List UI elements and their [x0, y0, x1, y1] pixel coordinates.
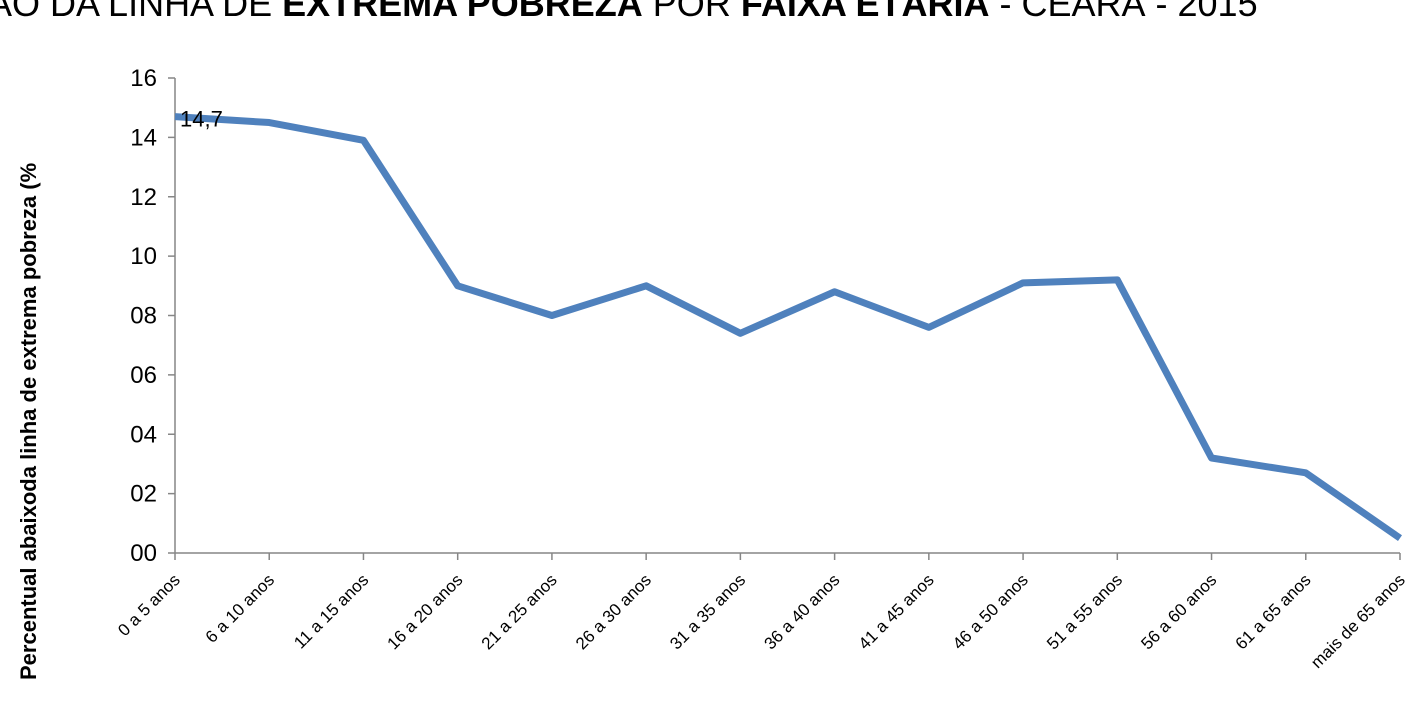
- y-tick-label: 08: [130, 303, 157, 330]
- y-tick-label: 16: [130, 65, 157, 92]
- x-tick-label: 21 a 25 anos: [478, 570, 561, 653]
- title-part: - CEARÁ - 2015: [990, 0, 1258, 24]
- y-tick-label: 00: [130, 540, 157, 567]
- x-tick-label: 6 a 10 anos: [202, 570, 278, 646]
- y-axis-label: Percentual abaixoda linha de extrema pob…: [16, 163, 41, 680]
- x-tick-label: 31 a 35 anos: [666, 570, 749, 653]
- y-tick-label: 12: [130, 184, 157, 211]
- x-tick-label: 0 a 5 anos: [114, 570, 184, 640]
- x-tick-label: 11 a 15 anos: [290, 570, 372, 652]
- y-tick-label: 10: [130, 243, 157, 270]
- x-tick-label: 16 a 20 anos: [384, 570, 467, 653]
- title-part: ÃO DA LINHA DE: [0, 0, 282, 24]
- title-part: POR: [643, 0, 741, 24]
- x-tick-label: 36 a 40 anos: [760, 570, 843, 653]
- x-tick-label: 41 a 45 anos: [855, 570, 938, 653]
- x-tick-label: 46 a 50 anos: [949, 570, 1032, 653]
- data-label: 14,7: [180, 107, 223, 132]
- x-tick-label: 26 a 30 anos: [572, 570, 655, 653]
- y-tick-label: 14: [130, 124, 157, 151]
- y-tick-label: 02: [130, 481, 157, 508]
- series-line: [174, 113, 1402, 542]
- x-tick-label: 51 a 55 anos: [1043, 570, 1126, 653]
- title-part: FAIXA ETÁRIA: [741, 0, 990, 24]
- x-tick-label: 56 a 60 anos: [1137, 570, 1220, 653]
- title-part: EXTREMA POBREZA: [282, 0, 643, 24]
- y-tick-label: 04: [130, 421, 157, 448]
- x-tick-label: mais de 65 anos: [1307, 570, 1409, 672]
- chart-title: ÃO DA LINHA DE EXTREMA POBREZA POR FAIXA…: [0, 0, 1258, 24]
- x-tick-label: 61 a 65 anos: [1232, 570, 1315, 653]
- y-tick-label: 06: [130, 362, 157, 389]
